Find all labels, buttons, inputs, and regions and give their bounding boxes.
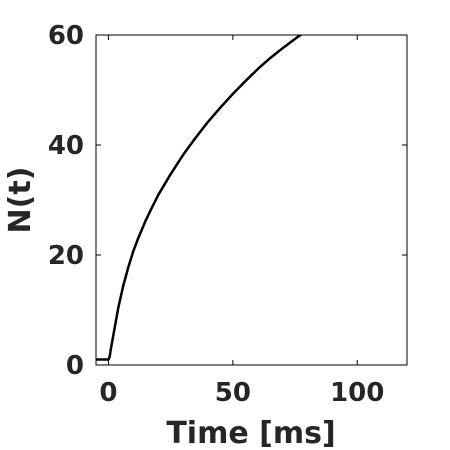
labels-layer: 0 50 100 0 20 40 60 xyxy=(48,21,385,408)
y-tick-label: 20 xyxy=(48,241,84,271)
x-tick-label: 0 xyxy=(99,378,117,408)
series-line xyxy=(96,35,303,361)
y-axis-label: N(t) xyxy=(3,167,38,234)
y-tick-label: 40 xyxy=(48,131,84,161)
ticks-layer xyxy=(96,34,407,366)
series-layer xyxy=(96,35,303,361)
x-tick-label: 50 xyxy=(215,378,251,408)
plot-frame xyxy=(95,34,408,366)
y-tick-label: 60 xyxy=(48,21,84,51)
y-tick-label: 0 xyxy=(66,351,84,381)
x-axis-label: Time [ms] xyxy=(166,416,335,450)
x-tick-label: 100 xyxy=(330,378,384,408)
